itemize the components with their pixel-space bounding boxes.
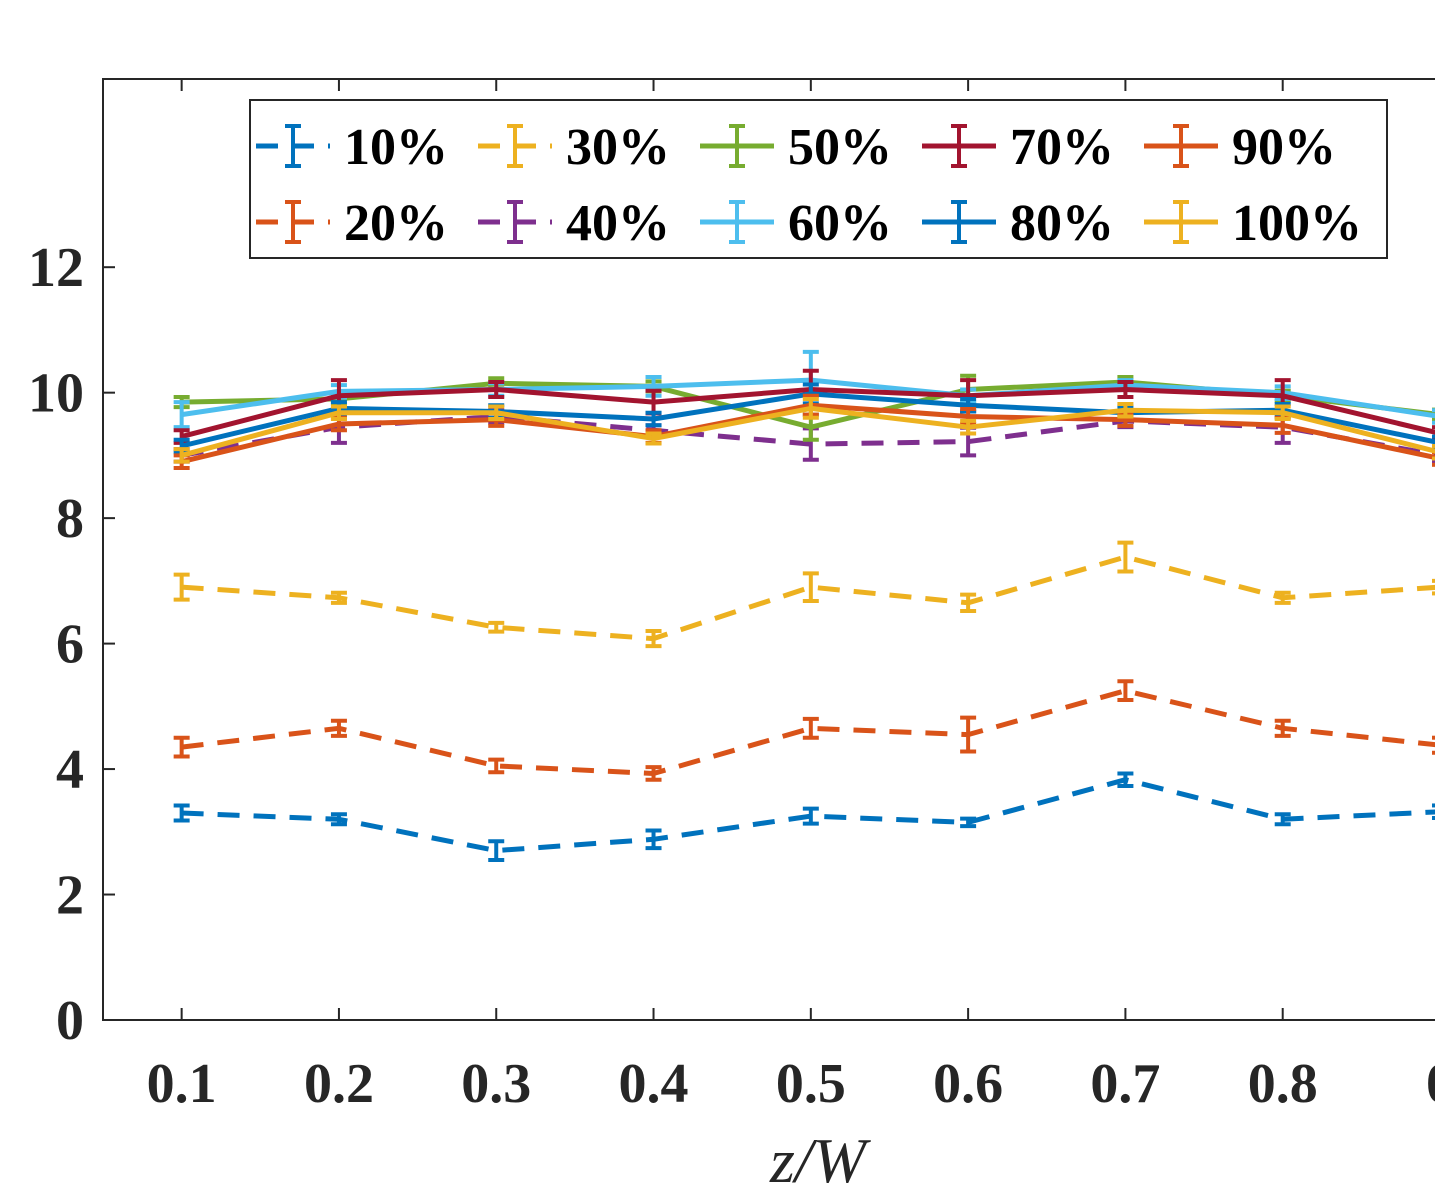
series-layer — [173, 349, 1435, 863]
legend-box — [249, 99, 1388, 259]
series-20pct — [173, 679, 1435, 782]
error-bar — [330, 590, 347, 605]
error-bar — [330, 404, 347, 422]
error-bar — [802, 716, 819, 740]
x-tick-label: 0.1 — [147, 1053, 217, 1115]
error-bar — [173, 447, 190, 464]
error-bar — [1117, 401, 1134, 419]
x-tick-label: 0.7 — [1090, 1053, 1160, 1115]
error-bar — [802, 396, 819, 420]
error-bar — [960, 816, 977, 829]
legend-entry: 30% — [478, 119, 670, 176]
error-bar — [173, 400, 190, 430]
error-bar — [488, 757, 505, 775]
error-bar — [1117, 540, 1134, 574]
error-bar — [645, 410, 662, 428]
x-tick-label: 0.8 — [1248, 1053, 1318, 1115]
legend-label: 80% — [1010, 195, 1114, 252]
error-bar — [960, 715, 977, 754]
legend-label: 90% — [1232, 119, 1336, 176]
legend-entry: 10% — [256, 119, 448, 176]
legend-entry: 70% — [922, 119, 1114, 176]
error-bar — [802, 806, 819, 826]
x-axis-title: z/W — [769, 1125, 872, 1187]
legend-label: 40% — [566, 195, 670, 252]
y-tick-label: 2 — [56, 865, 84, 927]
plot-frame — [102, 78, 1435, 1021]
x-tick-label: 0.2 — [304, 1053, 374, 1115]
error-bar — [802, 571, 819, 603]
error-bar — [645, 828, 662, 851]
series-100pct — [173, 396, 1435, 464]
error-bar — [1117, 380, 1134, 400]
error-bar — [488, 380, 505, 400]
series-10pct — [173, 771, 1435, 863]
y-tick-label: 10 — [28, 363, 84, 425]
legend-label: 60% — [788, 195, 892, 252]
y-tick-label: 6 — [56, 614, 84, 676]
legend-entry: 80% — [922, 195, 1114, 252]
legend-entry: 20% — [256, 195, 448, 252]
error-bar — [173, 735, 190, 759]
axes: 0.1 0.2 0.3 0.4 0.5 0.6 0.7 0.8 0 0 2 4 6 8 10 12 — [28, 78, 1435, 1115]
legend-label: 50% — [788, 119, 892, 176]
legend-entry: 50% — [700, 119, 892, 176]
error-bar — [645, 765, 662, 782]
y-tick-label: 4 — [56, 739, 84, 801]
error-bar — [645, 629, 662, 649]
legend-label: 70% — [1010, 119, 1114, 176]
legend: 10% 20% 30% 40% 50% 60% 70% 80% 90% 100% — [249, 99, 1388, 259]
x-tick-label: 0.6 — [933, 1053, 1003, 1115]
x-tick-label: 0.4 — [619, 1053, 689, 1115]
x-tick-label: 0 — [1426, 1053, 1435, 1115]
error-bar — [488, 404, 505, 422]
error-bar — [1274, 718, 1291, 738]
error-bar — [330, 812, 347, 827]
error-bar — [1274, 404, 1291, 422]
error-bar — [173, 803, 190, 823]
legend-entry: 90% — [1144, 119, 1336, 176]
error-bar — [488, 620, 505, 634]
legend-label: 100% — [1232, 195, 1362, 252]
error-bar — [1117, 771, 1134, 789]
error-bar — [173, 572, 190, 602]
y-tick-label: 0 — [56, 990, 84, 1052]
legend-label: 10% — [344, 119, 448, 176]
y-tick-label: 8 — [56, 488, 84, 550]
error-bar — [960, 418, 977, 436]
error-bar — [330, 718, 347, 738]
x-tick-label: 0.5 — [776, 1053, 846, 1115]
legend-entry: 40% — [478, 195, 670, 252]
error-bar — [488, 839, 505, 863]
y-tick-label: 12 — [28, 237, 84, 299]
error-bar — [1117, 679, 1134, 703]
series-30pct — [173, 540, 1435, 649]
x-tick-label: 0.3 — [461, 1053, 531, 1115]
legend-entry: 60% — [700, 195, 892, 252]
error-bar — [1274, 812, 1291, 827]
error-bar — [960, 592, 977, 613]
legend-entry: 100% — [1144, 195, 1362, 252]
series-line — [181, 777, 1435, 854]
legend-label: 30% — [566, 119, 670, 176]
legend-label: 20% — [344, 195, 448, 252]
error-bar — [1274, 590, 1291, 605]
error-bar — [645, 431, 662, 446]
